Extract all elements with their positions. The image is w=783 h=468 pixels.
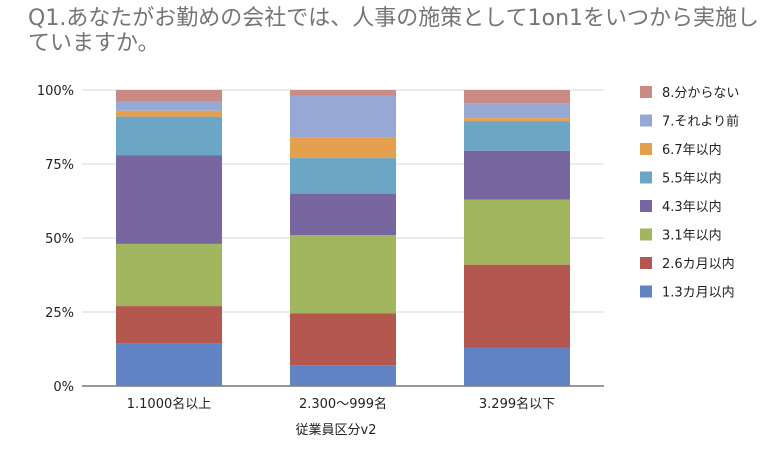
bar-segment-5-cat-2 xyxy=(290,158,396,194)
bar-segment-5-cat-1 xyxy=(116,116,222,156)
bar-segment-6-cat-2 xyxy=(290,137,396,159)
bar-segments xyxy=(116,90,570,386)
bar-segment-8-cat-3 xyxy=(464,90,570,104)
bar-segment-1-cat-1 xyxy=(116,343,222,386)
legend-swatch xyxy=(640,257,652,269)
legend-label: 3.1年以内 xyxy=(662,228,722,244)
legend-swatch xyxy=(640,200,652,212)
y-tick-label: 50% xyxy=(45,232,74,247)
y-tick-label: 0% xyxy=(53,380,74,395)
bar-segment-2-cat-3 xyxy=(464,264,570,348)
bar-segment-6-cat-3 xyxy=(464,118,570,122)
bar-segment-4-cat-2 xyxy=(290,193,396,236)
x-axis-categories: 1.1000名以上 2.300〜999名 3.299名以下 xyxy=(127,396,555,412)
y-tick-label: 25% xyxy=(45,306,74,321)
bar-segment-3-cat-1 xyxy=(116,243,222,307)
legend: 8.分からない 7.それより前 6.7年以内 5.5年以内 4.3年以内 3.1年以内 2.… xyxy=(640,86,739,301)
legend-label: 8.分からない xyxy=(662,86,739,101)
bar-segment-1-cat-3 xyxy=(464,347,570,386)
x-category-label: 3.299名以下 xyxy=(479,396,555,412)
legend-label: 4.3年以内 xyxy=(662,199,722,215)
legend-swatch xyxy=(640,171,652,184)
legend-label: 6.7年以内 xyxy=(662,142,722,158)
bar-segment-1-cat-2 xyxy=(290,365,396,386)
chart-title: Q1.あなたがお勤めの会社では、人事の施策として1on1をいつから実施しています… xyxy=(28,6,760,56)
bar-segment-2-cat-1 xyxy=(116,306,222,344)
bar-segment-3-cat-2 xyxy=(290,235,396,314)
legend-swatch xyxy=(640,114,652,127)
legend-swatch xyxy=(640,143,652,155)
bar-segment-5-cat-3 xyxy=(464,121,570,151)
legend-label: 7.それより前 xyxy=(662,114,739,130)
y-tick-label: 75% xyxy=(45,158,74,173)
x-axis-label: 従業員区分v2 xyxy=(296,422,377,438)
y-tick-label: 100% xyxy=(37,84,74,99)
x-category-label: 2.300〜999名 xyxy=(299,396,387,412)
bar-segment-4-cat-1 xyxy=(116,155,222,244)
legend-label: 1.3カ月以内 xyxy=(662,285,735,301)
legend-swatch xyxy=(640,86,652,98)
bar-segment-4-cat-3 xyxy=(464,150,570,200)
bar-segment-3-cat-3 xyxy=(464,199,570,265)
legend-label: 2.6カ月以内 xyxy=(662,256,735,272)
legend-label: 5.5年以内 xyxy=(662,171,722,187)
legend-swatch xyxy=(640,228,652,241)
bar-segment-6-cat-1 xyxy=(116,110,222,117)
bar-segment-7-cat-3 xyxy=(464,103,570,119)
bar-segment-7-cat-1 xyxy=(116,101,222,111)
bar-segment-8-cat-1 xyxy=(116,90,222,102)
y-axis-ticks: 0% 25% 50% 75% 100% xyxy=(37,84,74,395)
bar-segment-2-cat-2 xyxy=(290,313,396,366)
bar-segment-7-cat-2 xyxy=(290,95,396,138)
x-category-label: 1.1000名以上 xyxy=(127,396,212,412)
legend-swatch xyxy=(640,285,652,298)
bar-segment-8-cat-2 xyxy=(290,90,396,96)
